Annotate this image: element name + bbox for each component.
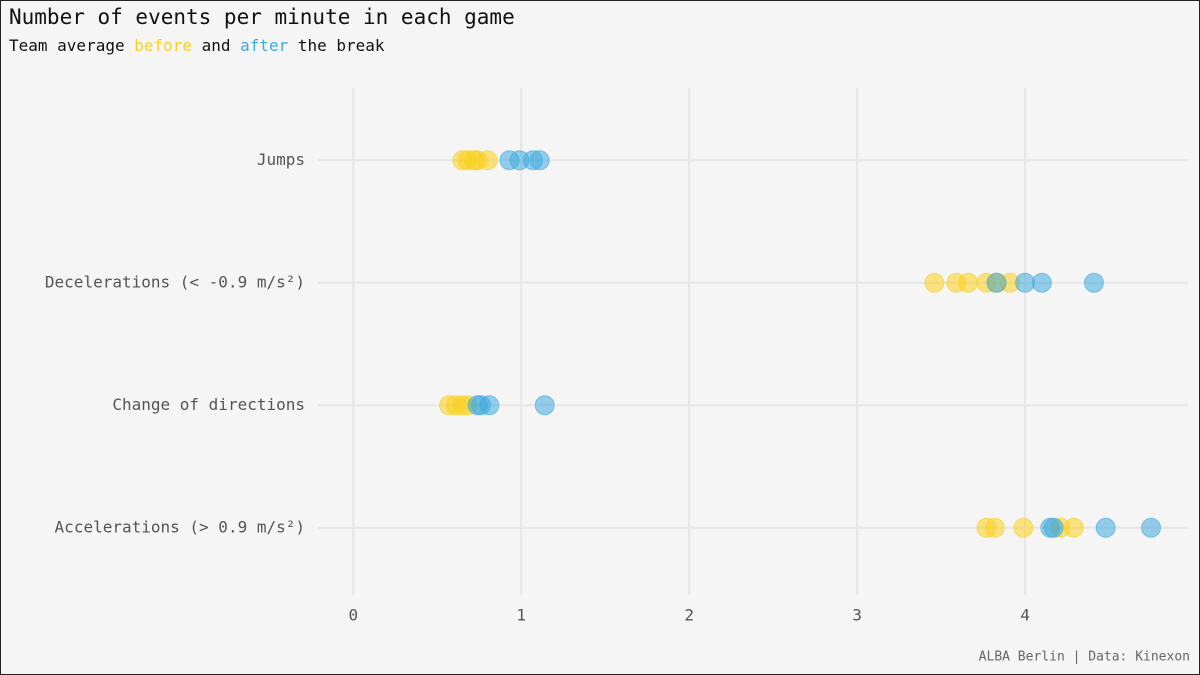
x-tick-label: 3 (852, 606, 862, 625)
y-tick-label: Accelerations (> 0.9 m/s²) (55, 517, 305, 536)
subtitle-text: the break (297, 36, 385, 55)
subtitle: Team average before and after the break (9, 36, 394, 55)
x-tick-label: 4 (1020, 606, 1030, 625)
subtitle-text: Team average (9, 36, 125, 55)
dot (984, 517, 1005, 538)
dot (479, 395, 500, 416)
dot (986, 272, 1007, 293)
x-tick-label: 0 (348, 606, 358, 625)
dot (1141, 517, 1162, 538)
dot (1013, 517, 1034, 538)
legend-after: after (240, 36, 289, 55)
y-tick-label: Jumps (257, 150, 305, 169)
caption: ALBA Berlin | Data: Kinexon (979, 650, 1190, 665)
dot (1043, 517, 1064, 538)
dot (957, 272, 978, 293)
x-tick-label: 1 (516, 606, 526, 625)
dot (1063, 517, 1084, 538)
chart-title: Number of events per minute in each game (9, 5, 515, 29)
dot (529, 150, 550, 171)
dot (1083, 272, 1104, 293)
x-tick-label: 2 (684, 606, 694, 625)
legend-before: before (134, 36, 192, 55)
dot (477, 150, 498, 171)
y-tick-label: Decelerations (< -0.9 m/s²) (45, 272, 305, 291)
dot (924, 272, 945, 293)
dot (1095, 517, 1116, 538)
subtitle-text: and (201, 36, 231, 55)
dot (1015, 272, 1036, 293)
dot (534, 395, 555, 416)
dot (1031, 272, 1052, 293)
y-tick-label: Change of directions (112, 395, 305, 414)
